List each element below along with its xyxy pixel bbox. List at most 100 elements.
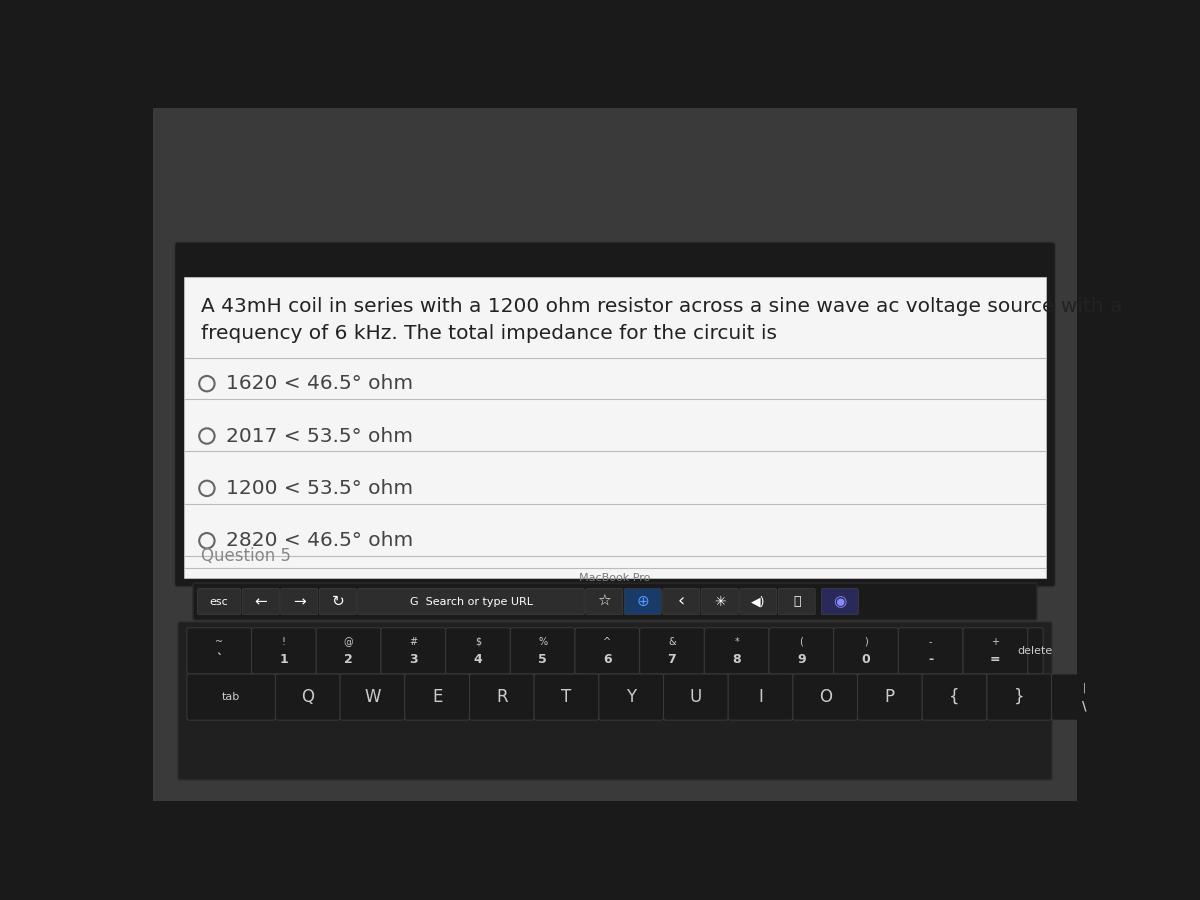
FancyBboxPatch shape — [198, 589, 241, 615]
Text: 8: 8 — [732, 653, 740, 667]
FancyBboxPatch shape — [358, 589, 584, 615]
Text: 🔇: 🔇 — [793, 595, 800, 608]
Text: MacBook Pro: MacBook Pro — [580, 572, 650, 582]
Text: +: + — [991, 636, 1000, 647]
Text: →: → — [293, 594, 306, 609]
Text: tab: tab — [222, 692, 240, 702]
FancyBboxPatch shape — [704, 628, 769, 674]
FancyBboxPatch shape — [986, 674, 1051, 720]
FancyBboxPatch shape — [276, 674, 340, 720]
FancyBboxPatch shape — [834, 628, 899, 674]
FancyBboxPatch shape — [769, 628, 834, 674]
Text: `: ` — [216, 653, 222, 667]
Text: U: U — [690, 688, 702, 706]
FancyBboxPatch shape — [317, 628, 380, 674]
FancyBboxPatch shape — [187, 628, 252, 674]
Text: E: E — [432, 688, 443, 706]
Text: ~: ~ — [215, 636, 223, 647]
Text: 1620 < 46.5° ohm: 1620 < 46.5° ohm — [226, 374, 413, 393]
Text: 6: 6 — [602, 653, 612, 667]
Text: Question 5: Question 5 — [200, 547, 290, 565]
Text: I: I — [758, 688, 763, 706]
Text: esc: esc — [210, 597, 228, 607]
Text: }: } — [1014, 688, 1025, 706]
Text: 2820 < 46.5° ohm: 2820 < 46.5° ohm — [226, 531, 413, 550]
Text: |: | — [1082, 683, 1086, 693]
FancyBboxPatch shape — [319, 589, 356, 615]
FancyBboxPatch shape — [701, 589, 738, 615]
FancyBboxPatch shape — [821, 589, 858, 615]
Text: -: - — [929, 636, 932, 647]
FancyBboxPatch shape — [586, 589, 623, 615]
Text: ◉: ◉ — [833, 594, 846, 609]
FancyBboxPatch shape — [445, 628, 510, 674]
FancyBboxPatch shape — [728, 674, 793, 720]
Text: *: * — [734, 636, 739, 647]
FancyBboxPatch shape — [1051, 674, 1116, 720]
Text: 2: 2 — [344, 653, 353, 667]
Text: 0: 0 — [862, 653, 870, 667]
Text: @: @ — [343, 636, 353, 647]
Text: W: W — [365, 688, 380, 706]
Text: ^: ^ — [604, 636, 611, 647]
FancyBboxPatch shape — [184, 277, 1046, 578]
FancyBboxPatch shape — [793, 674, 858, 720]
FancyBboxPatch shape — [404, 674, 469, 720]
Text: ⊕: ⊕ — [636, 594, 649, 609]
FancyBboxPatch shape — [340, 674, 404, 720]
Text: !: ! — [282, 636, 286, 647]
Text: 1: 1 — [280, 653, 288, 667]
Text: \: \ — [1081, 699, 1086, 713]
Text: P: P — [884, 688, 895, 706]
FancyBboxPatch shape — [664, 674, 728, 720]
Text: ‹: ‹ — [678, 592, 685, 610]
FancyBboxPatch shape — [174, 242, 1056, 587]
Text: 5: 5 — [539, 653, 547, 667]
FancyBboxPatch shape — [252, 628, 317, 674]
Text: Y: Y — [626, 688, 636, 706]
Text: ↻: ↻ — [331, 594, 344, 609]
Text: {: { — [949, 688, 960, 706]
Text: -: - — [928, 653, 934, 667]
Text: (: ( — [799, 636, 803, 647]
Text: Q: Q — [301, 688, 314, 706]
FancyBboxPatch shape — [964, 628, 1027, 674]
FancyBboxPatch shape — [858, 674, 923, 720]
Text: =: = — [990, 653, 1001, 667]
FancyBboxPatch shape — [923, 674, 986, 720]
FancyBboxPatch shape — [469, 674, 534, 720]
Text: 9: 9 — [797, 653, 805, 667]
Text: O: O — [818, 688, 832, 706]
FancyBboxPatch shape — [662, 589, 700, 615]
Text: #: # — [409, 636, 418, 647]
Text: ←: ← — [254, 594, 268, 609]
FancyBboxPatch shape — [899, 628, 964, 674]
Text: A 43mH coil in series with a 1200 ohm resistor across a sine wave ac voltage sou: A 43mH coil in series with a 1200 ohm re… — [200, 297, 1122, 316]
FancyBboxPatch shape — [242, 589, 280, 615]
FancyBboxPatch shape — [599, 674, 664, 720]
Text: ☆: ☆ — [598, 594, 611, 609]
Text: 1200 < 53.5° ohm: 1200 < 53.5° ohm — [226, 479, 413, 498]
Text: ✳: ✳ — [714, 595, 726, 608]
FancyBboxPatch shape — [1027, 628, 1043, 674]
Text: 3: 3 — [409, 653, 418, 667]
FancyBboxPatch shape — [779, 589, 815, 615]
Text: 4: 4 — [474, 653, 482, 667]
Text: T: T — [562, 688, 571, 706]
FancyBboxPatch shape — [624, 589, 661, 615]
FancyBboxPatch shape — [178, 622, 1052, 780]
Text: delete: delete — [1018, 646, 1054, 656]
Text: 2017 < 53.5° ohm: 2017 < 53.5° ohm — [226, 427, 413, 446]
FancyBboxPatch shape — [281, 589, 318, 615]
FancyBboxPatch shape — [510, 628, 575, 674]
FancyBboxPatch shape — [380, 628, 445, 674]
FancyBboxPatch shape — [575, 628, 640, 674]
Text: ): ) — [864, 636, 868, 647]
Text: R: R — [496, 688, 508, 706]
Text: &: & — [668, 636, 676, 647]
Text: $: $ — [475, 636, 481, 647]
FancyBboxPatch shape — [534, 674, 599, 720]
Text: %: % — [538, 636, 547, 647]
Text: G  Search or type URL: G Search or type URL — [409, 597, 533, 607]
Text: frequency of 6 kHz. The total impedance for the circuit is: frequency of 6 kHz. The total impedance … — [200, 324, 776, 343]
